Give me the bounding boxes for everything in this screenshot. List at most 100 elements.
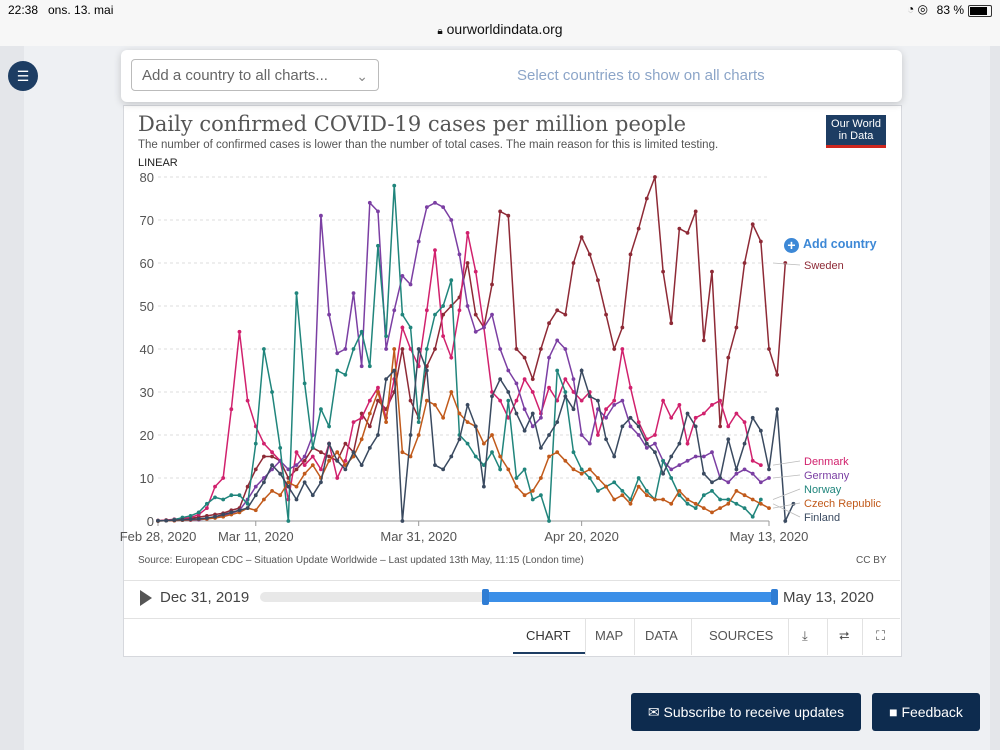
chevron-down-icon: ⌄ bbox=[356, 68, 368, 84]
tab-active-indicator bbox=[513, 652, 585, 654]
data-point bbox=[571, 390, 576, 394]
data-point bbox=[587, 476, 592, 480]
data-point bbox=[188, 513, 193, 518]
legend-connector bbox=[772, 262, 801, 266]
data-point bbox=[400, 274, 405, 278]
data-point bbox=[473, 454, 478, 459]
data-point bbox=[596, 476, 600, 480]
data-point bbox=[767, 476, 771, 480]
legend-connector bbox=[772, 474, 801, 479]
data-point bbox=[726, 355, 731, 360]
data-point bbox=[310, 446, 315, 450]
data-point bbox=[327, 424, 331, 429]
banner-hint: Select countries to show on all charts bbox=[517, 67, 765, 84]
feedback-button[interactable]: ■ Feedback bbox=[872, 693, 980, 731]
data-point bbox=[400, 347, 405, 351]
data-point bbox=[229, 493, 234, 498]
data-point bbox=[677, 226, 682, 231]
data-point bbox=[530, 497, 535, 502]
share-icon[interactable]: ⮂ bbox=[839, 628, 850, 643]
data-point bbox=[376, 390, 380, 394]
data-point bbox=[302, 454, 307, 459]
data-point bbox=[351, 450, 356, 455]
data-point bbox=[400, 325, 405, 330]
data-point bbox=[465, 441, 470, 446]
timeline-end-handle[interactable] bbox=[771, 589, 778, 605]
fullscreen-icon[interactable]: ⛶ bbox=[876, 628, 886, 643]
data-point bbox=[612, 347, 617, 351]
data-point bbox=[685, 501, 690, 506]
data-point bbox=[204, 506, 209, 510]
data-point bbox=[547, 355, 551, 360]
data-point bbox=[514, 476, 519, 480]
table-of-contents-icon[interactable]: ☰ bbox=[8, 61, 38, 91]
subscribe-button[interactable]: ✉ Subscribe to receive updates bbox=[631, 693, 861, 731]
data-point bbox=[433, 463, 437, 467]
status-time: 22:38 bbox=[8, 3, 39, 17]
data-point bbox=[319, 407, 323, 412]
data-point bbox=[278, 446, 283, 450]
data-point bbox=[538, 446, 543, 450]
license[interactable]: CC BY bbox=[856, 555, 887, 566]
url-text: ourworldindata.org bbox=[446, 21, 563, 37]
data-point bbox=[498, 467, 503, 472]
data-point bbox=[490, 282, 494, 287]
tab-chart[interactable]: CHART bbox=[526, 628, 571, 643]
data-point bbox=[262, 347, 266, 351]
data-point bbox=[408, 454, 413, 459]
data-point bbox=[204, 501, 209, 506]
data-point bbox=[433, 248, 437, 253]
y-tick-label: 30 bbox=[140, 385, 154, 400]
data-point bbox=[710, 489, 714, 493]
data-point bbox=[424, 205, 429, 210]
data-point bbox=[441, 312, 446, 317]
play-icon[interactable] bbox=[140, 590, 152, 606]
data-point bbox=[685, 497, 690, 502]
data-point bbox=[343, 458, 348, 463]
data-point bbox=[612, 403, 617, 407]
scale-toggle[interactable]: LINEAR bbox=[138, 157, 178, 169]
data-point bbox=[245, 398, 250, 403]
x-tick-label: Feb 28, 2020 bbox=[120, 529, 197, 544]
data-point bbox=[408, 398, 413, 403]
data-point bbox=[172, 518, 177, 523]
data-point bbox=[579, 398, 584, 403]
x-tick-label: Apr 20, 2020 bbox=[544, 529, 618, 544]
tab-map[interactable]: MAP bbox=[595, 628, 624, 643]
data-point bbox=[424, 398, 429, 403]
url-bar[interactable]: 🔒︎ ourworldindata.org bbox=[0, 20, 1000, 46]
tab-sources[interactable]: SOURCES bbox=[709, 628, 774, 643]
add-country-button[interactable]: + Add country bbox=[784, 237, 877, 253]
data-point bbox=[530, 377, 535, 381]
y-tick-label: 80 bbox=[140, 170, 154, 185]
timeline-bar bbox=[124, 580, 900, 617]
data-point bbox=[734, 501, 739, 506]
legend-label: Denmark bbox=[804, 456, 849, 468]
data-point bbox=[351, 347, 356, 351]
download-icon[interactable]: ⤓ bbox=[802, 628, 808, 643]
data-point bbox=[188, 517, 193, 522]
data-point bbox=[213, 514, 217, 519]
timeline-start: Dec 31, 2019 bbox=[160, 589, 250, 606]
data-point bbox=[506, 213, 511, 218]
add-country-select[interactable]: Add a country to all charts... ⌄ bbox=[131, 59, 379, 91]
data-point bbox=[571, 450, 576, 455]
data-point bbox=[701, 471, 706, 476]
data-point bbox=[653, 433, 657, 437]
data-point bbox=[661, 398, 665, 403]
chart-card bbox=[123, 105, 902, 657]
data-point bbox=[628, 501, 633, 506]
tab-data[interactable]: DATA bbox=[645, 628, 678, 643]
data-point bbox=[367, 398, 372, 403]
data-point bbox=[710, 450, 714, 455]
data-point bbox=[677, 441, 682, 446]
owid-logo[interactable]: Our World in Data bbox=[826, 115, 886, 148]
data-point bbox=[343, 467, 348, 472]
data-point bbox=[490, 312, 494, 317]
data-point bbox=[701, 411, 706, 416]
timeline-start-handle[interactable] bbox=[482, 589, 489, 605]
data-point bbox=[750, 415, 755, 420]
data-point bbox=[473, 269, 478, 274]
data-point bbox=[693, 424, 698, 429]
data-point bbox=[644, 196, 649, 201]
